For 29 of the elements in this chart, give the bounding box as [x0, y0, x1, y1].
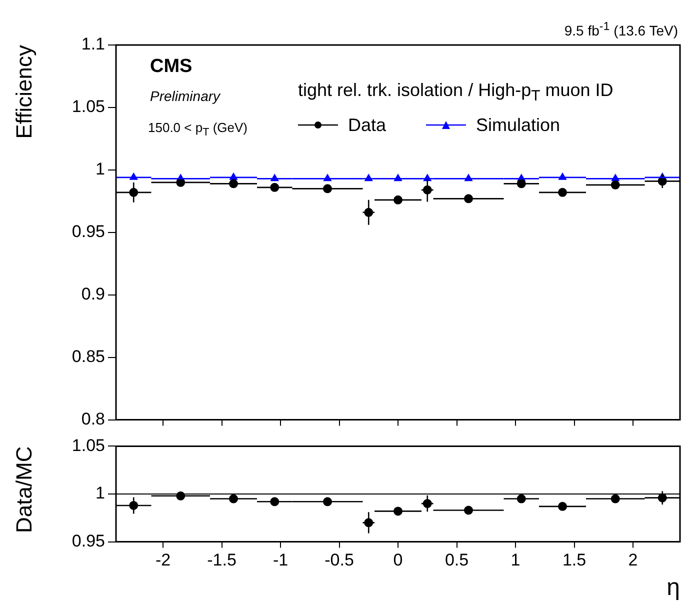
- x-tick-label: -2: [155, 550, 171, 570]
- x-tick-label: 0: [393, 550, 403, 570]
- y-tick-label: 0.95: [72, 531, 105, 550]
- y-tick-label: 0.95: [72, 222, 105, 242]
- annotation: 150.0 < p$_{T}$ (GeV): [148, 120, 248, 139]
- x-tick-label: 0.5: [444, 550, 469, 570]
- y-axis-title: Data/MC: [11, 446, 36, 533]
- legend-title: tight rel. trk. isolation / High-p$_{T}$ muon ID: [298, 80, 614, 105]
- y-tick-label: 0.8: [81, 409, 105, 428]
- y-tick-label: 0.85: [72, 347, 105, 366]
- y-tick-label: 1.1: [81, 34, 105, 54]
- x-tick-label: 1: [510, 550, 520, 570]
- y-tick-label: 0.9: [81, 284, 105, 304]
- annotation: CMS: [150, 56, 192, 78]
- text: 9.5 fb$^{-1}$ (13.6 TeV): [564, 20, 678, 39]
- x-tick-label: 1.5: [562, 550, 586, 570]
- x-tick-label: -0.5: [324, 550, 354, 570]
- y-tick-label: 1.05: [72, 97, 105, 116]
- legend-label: Simulation: [476, 114, 560, 136]
- y-tick-label: 1.05: [72, 436, 105, 455]
- x-tick-label: -1.5: [207, 550, 236, 570]
- y-axis-title: Efficiency: [11, 45, 36, 139]
- annotation: Preliminary: [150, 88, 220, 104]
- x-axis-title: η: [666, 574, 680, 602]
- x-tick-label: -1: [272, 550, 288, 570]
- y-tick-label: 1: [96, 484, 105, 503]
- legend-label: Data: [348, 114, 386, 136]
- x-tick-label: 2: [628, 550, 638, 570]
- y-tick-label: 1: [96, 160, 105, 179]
